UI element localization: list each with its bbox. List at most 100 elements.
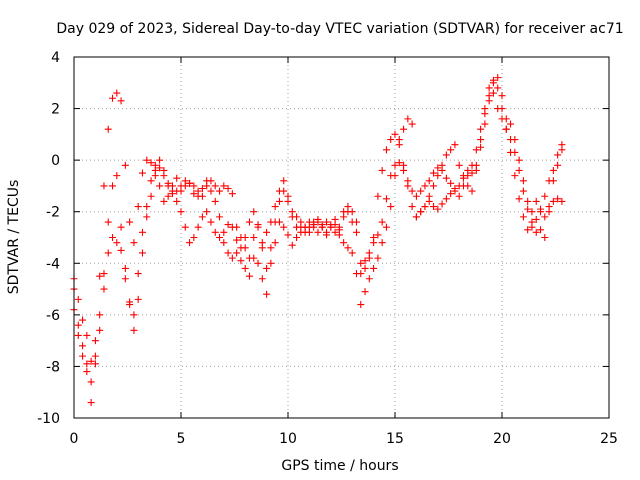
data-point — [391, 161, 399, 169]
data-point — [524, 226, 532, 234]
data-point — [507, 120, 515, 128]
data-point — [207, 187, 215, 195]
data-point — [220, 182, 228, 190]
data-point — [100, 270, 108, 278]
data-points — [70, 74, 566, 407]
data-point — [327, 223, 335, 231]
data-point — [378, 166, 386, 174]
data-point — [198, 192, 206, 200]
data-point — [224, 185, 232, 193]
data-point — [271, 203, 279, 211]
data-point — [130, 239, 138, 247]
data-point — [481, 110, 489, 118]
data-point — [459, 172, 467, 180]
data-point — [237, 257, 245, 265]
data-point — [245, 272, 253, 280]
data-point — [502, 125, 510, 133]
data-point — [190, 182, 198, 190]
data-point — [121, 161, 129, 169]
data-point — [198, 185, 206, 193]
data-point — [130, 326, 138, 334]
data-point — [417, 208, 425, 216]
data-point — [323, 218, 331, 226]
data-point — [451, 141, 459, 149]
y-tick-label: -6 — [46, 308, 60, 324]
data-point — [511, 172, 519, 180]
data-point — [224, 249, 232, 257]
data-point — [211, 197, 219, 205]
data-point — [100, 182, 108, 190]
data-point — [438, 161, 446, 169]
data-point — [173, 197, 181, 205]
data-point — [515, 156, 523, 164]
x-tick-label: 10 — [279, 431, 297, 447]
data-point — [464, 182, 472, 190]
data-point — [96, 311, 104, 319]
data-point — [258, 239, 266, 247]
data-point — [250, 208, 258, 216]
data-point — [378, 218, 386, 226]
data-point — [502, 115, 510, 123]
data-point — [237, 234, 245, 241]
data-point — [121, 275, 129, 283]
data-point — [515, 195, 523, 203]
data-point — [203, 182, 211, 190]
data-point — [442, 151, 450, 159]
data-point — [245, 254, 253, 262]
data-point — [404, 182, 412, 190]
data-point — [468, 161, 476, 169]
data-point — [365, 254, 373, 262]
data-point — [404, 115, 412, 123]
data-point — [138, 228, 146, 236]
data-point — [511, 136, 519, 144]
data-point — [113, 89, 121, 97]
data-point — [293, 234, 301, 241]
data-point — [494, 84, 502, 92]
data-point — [156, 182, 164, 190]
data-point — [109, 94, 117, 102]
data-point — [87, 378, 95, 386]
data-point — [447, 146, 455, 154]
data-point — [263, 264, 271, 272]
data-point — [357, 301, 365, 309]
data-point — [241, 264, 249, 272]
data-point — [412, 192, 420, 200]
data-point — [374, 231, 382, 239]
data-point — [74, 331, 82, 339]
data-point — [340, 208, 348, 216]
data-point — [554, 195, 562, 203]
data-point — [228, 254, 236, 262]
data-point — [91, 352, 99, 360]
data-point — [391, 130, 399, 138]
data-point — [233, 249, 241, 257]
data-point — [160, 197, 168, 205]
y-tick-label: -10 — [37, 411, 60, 427]
data-point — [348, 249, 356, 257]
data-point — [147, 159, 155, 167]
data-point — [233, 223, 241, 231]
data-point — [143, 156, 151, 164]
data-point — [109, 234, 117, 241]
data-point — [412, 213, 420, 221]
data-point — [263, 228, 271, 236]
data-point — [190, 234, 198, 241]
data-point — [104, 125, 112, 133]
data-point — [318, 221, 326, 229]
data-point — [374, 192, 382, 200]
data-point — [400, 125, 408, 133]
data-point — [378, 239, 386, 247]
data-point — [477, 143, 485, 151]
data-point — [87, 399, 95, 407]
data-point — [472, 146, 480, 154]
data-point — [434, 172, 442, 180]
data-point — [361, 264, 369, 272]
data-point — [173, 187, 181, 195]
data-point — [117, 97, 125, 105]
data-point — [91, 337, 99, 345]
data-point — [254, 259, 262, 267]
data-point — [194, 187, 202, 195]
data-point — [455, 192, 463, 200]
data-point — [181, 223, 189, 231]
data-point — [387, 136, 395, 144]
data-point — [288, 213, 296, 221]
